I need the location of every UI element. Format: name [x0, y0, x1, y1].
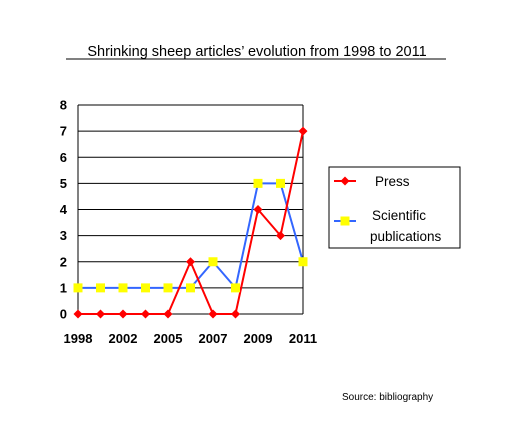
- scientific-point-4: [163, 283, 173, 293]
- press-point-7: [231, 309, 240, 319]
- scientific-point-5: [186, 283, 195, 293]
- press-point-9: [276, 231, 285, 241]
- press-point-10: [298, 126, 308, 136]
- y-tick-label-1: 1: [60, 280, 67, 295]
- scientific-point-8: [253, 178, 263, 188]
- y-tick-label-6: 6: [60, 150, 67, 165]
- press-point-6: [208, 309, 218, 319]
- scientific-point-7: [231, 283, 240, 293]
- chart-title: Shrinking sheep articles’ evolution from…: [87, 44, 426, 60]
- y-tick-label-0: 0: [60, 307, 67, 322]
- press-point-3: [141, 309, 150, 319]
- x-tick-label-1998: 1998: [64, 331, 93, 346]
- press-point-0: [73, 309, 83, 319]
- legend-scientific-marker: [340, 216, 350, 226]
- press-point-2: [118, 309, 128, 319]
- y-tick-label-3: 3: [60, 228, 67, 243]
- legend-scientific-label-line1: Scientific: [372, 208, 426, 223]
- source-note: Source: bibliography: [342, 392, 433, 403]
- y-tick-label-4: 4: [60, 202, 68, 217]
- press-point-4: [163, 309, 173, 319]
- y-tick-label-5: 5: [60, 176, 67, 191]
- y-tick-label-7: 7: [60, 124, 67, 139]
- x-tick-label-2005: 2005: [154, 331, 183, 346]
- x-tick-label-2009: 2009: [244, 331, 273, 346]
- scientific-point-0: [73, 283, 83, 293]
- y-tick-label-8: 8: [60, 98, 67, 113]
- press-point-1: [96, 309, 105, 319]
- press-point-8: [253, 205, 263, 214]
- scientific-point-1: [96, 283, 105, 293]
- scientific-point-9: [276, 178, 285, 188]
- scientific-point-2: [118, 283, 128, 293]
- scientific-point-3: [141, 283, 150, 293]
- legend-press-marker: [340, 176, 350, 186]
- x-tick-label-2007: 2007: [199, 331, 228, 346]
- x-tick-label-2011: 2011: [289, 331, 317, 346]
- legend-scientific-label-line2: publications: [370, 229, 442, 244]
- scientific-point-10: [298, 257, 308, 267]
- x-tick-label-2002: 2002: [109, 331, 138, 346]
- scientific-point-6: [208, 257, 218, 267]
- y-tick-label-2: 2: [60, 254, 67, 269]
- legend-press-label: Press: [375, 174, 410, 189]
- press-point-5: [186, 257, 195, 267]
